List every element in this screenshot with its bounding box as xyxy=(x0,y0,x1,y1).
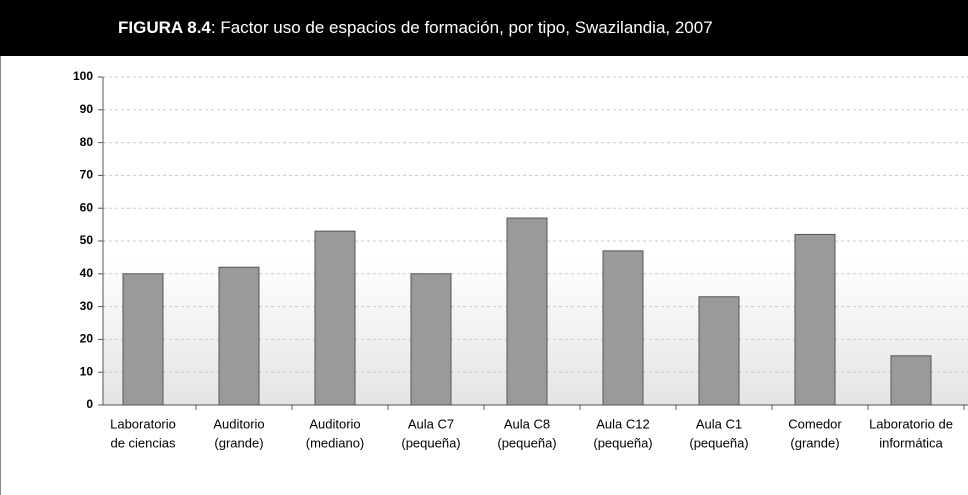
title-text: : Factor uso de espacios de formación, p… xyxy=(211,18,713,37)
y-tick-label: 20 xyxy=(80,332,94,346)
y-tick-label: 60 xyxy=(80,200,94,214)
bar xyxy=(122,273,164,406)
y-tick-label: 10 xyxy=(80,364,94,378)
bar xyxy=(602,250,644,406)
chart-title: FIGURA 8.4: Factor uso de espacios de fo… xyxy=(118,18,713,37)
bar xyxy=(218,266,260,406)
x-tick-label: Laboratorio de xyxy=(869,416,953,431)
x-tick-label: informática xyxy=(879,435,943,450)
x-tick-label: Laboratorio xyxy=(110,416,176,431)
bar xyxy=(314,230,356,406)
x-tick-label: (pequeña) xyxy=(401,435,460,450)
x-tick-label: Auditorio xyxy=(213,416,264,431)
y-tick-label: 90 xyxy=(80,102,94,116)
x-tick-label: (mediano) xyxy=(306,435,365,450)
x-tick-label: Aula C8 xyxy=(504,416,550,431)
x-tick-label: Aula C12 xyxy=(596,416,649,431)
x-tick-label: (pequeña) xyxy=(497,435,556,450)
y-tick-label: 70 xyxy=(80,168,94,182)
y-tick-label: 80 xyxy=(80,135,94,149)
bar xyxy=(890,355,932,406)
y-tick-label: 0 xyxy=(86,397,93,411)
y-tick-label: 30 xyxy=(80,299,94,313)
x-tick-label: (pequeña) xyxy=(593,435,652,450)
x-tick-label: Auditorio xyxy=(309,416,360,431)
x-tick-label: Aula C7 xyxy=(408,416,454,431)
bar xyxy=(698,296,740,406)
bar xyxy=(794,233,836,406)
x-tick-label: (grande) xyxy=(790,435,839,450)
x-tick-label: (pequeña) xyxy=(689,435,748,450)
figure-label: FIGURA 8.4 xyxy=(118,18,211,37)
y-tick-label: 40 xyxy=(80,266,94,280)
y-tick-label: 100 xyxy=(73,69,93,83)
y-tick-label: 50 xyxy=(80,233,94,247)
x-tick-label: (grande) xyxy=(214,435,263,450)
x-tick-label: Aula C1 xyxy=(696,416,742,431)
bar xyxy=(410,273,452,406)
x-tick-label: de ciencias xyxy=(110,435,176,450)
bar xyxy=(506,217,548,406)
title-bar xyxy=(0,0,968,56)
x-tick-label: Comedor xyxy=(788,416,842,431)
